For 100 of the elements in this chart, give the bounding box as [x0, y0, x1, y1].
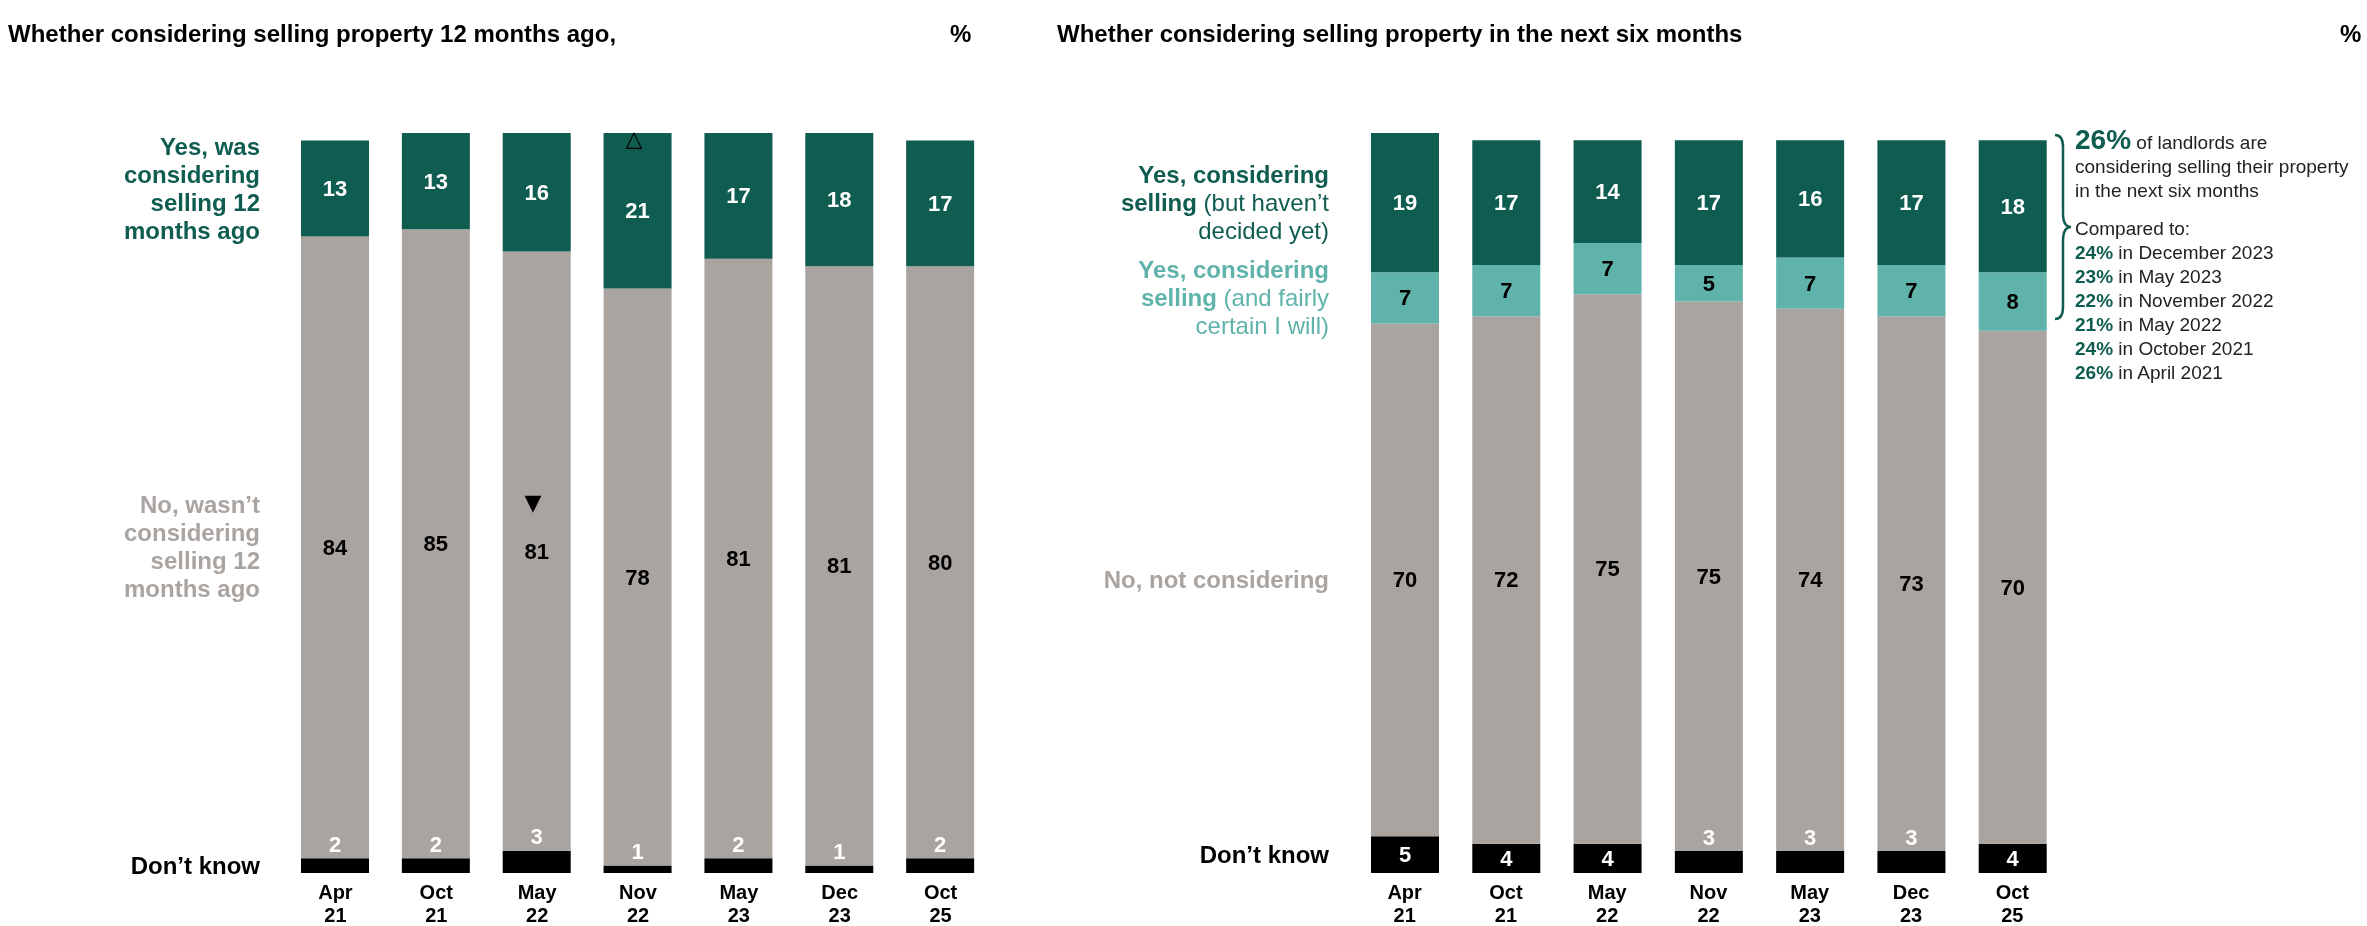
- data-label: 78: [625, 564, 650, 590]
- data-label: 70: [2000, 574, 2025, 600]
- bar: [301, 140, 369, 237]
- x-tick-label: Oct 21: [1489, 881, 1523, 926]
- data-label: 13: [423, 168, 449, 194]
- data-label: 4: [2006, 845, 2020, 871]
- bar: [1573, 843, 1642, 873]
- bar: [906, 140, 975, 267]
- bar: [1472, 843, 1541, 873]
- bar: [805, 266, 874, 866]
- bar: [1573, 294, 1642, 844]
- text: 26% in April 2021: [2075, 361, 2224, 385]
- data-label: 17: [1494, 190, 1519, 216]
- y-axis-title: %: [2340, 20, 2362, 48]
- series-label: Don’t know: [130, 851, 261, 879]
- series-label: No, not considering: [1103, 565, 1329, 593]
- chart-title: Whether considering selling property 12 months ago,: [8, 20, 617, 48]
- data-label: 80: [927, 549, 953, 575]
- data-label: 2: [328, 831, 342, 857]
- series-label: Yes, considering selling (and fairly certain I will): [1138, 255, 1329, 339]
- bar: [1371, 323, 1439, 837]
- data-label: 16: [1797, 186, 1823, 212]
- y-axis-title: %: [950, 20, 972, 48]
- bar: [1472, 140, 1541, 265]
- series-label: Yes, was considering selling 12 months ago: [123, 132, 260, 244]
- data-label: 7: [1398, 285, 1412, 311]
- bar: [1776, 257, 1845, 309]
- data-label: 7: [1601, 256, 1614, 282]
- data-label: 73: [1899, 571, 1924, 597]
- bar: [906, 266, 975, 859]
- x-tick-label: Dec 23: [821, 881, 859, 926]
- text: 23% in May 2023: [2075, 265, 2223, 289]
- bar: [704, 133, 773, 259]
- bar: [1573, 140, 1642, 243]
- x-tick-label: Nov 22: [619, 881, 658, 926]
- bar: [1371, 836, 1439, 873]
- bar: [1978, 140, 2047, 273]
- bar: [1978, 330, 2047, 844]
- bar: [1877, 264, 1946, 317]
- data-label: 17: [1696, 190, 1722, 216]
- data-label: 72: [1494, 567, 1519, 593]
- x-tick-label: May 23: [719, 881, 760, 926]
- bar: [1371, 133, 1439, 273]
- data-label: 16: [524, 179, 549, 205]
- data-label: 3: [1702, 824, 1715, 850]
- bar: [1573, 242, 1642, 295]
- data-label: 81: [827, 553, 852, 579]
- data-label: 13: [322, 176, 348, 201]
- data-label: 1: [833, 839, 846, 865]
- x-tick-label: Apr 21: [1387, 881, 1423, 926]
- bar: [1978, 843, 2047, 873]
- data-label: 3: [1905, 824, 1918, 850]
- bar: [1877, 851, 1946, 873]
- x-tick-label: Oct 21: [419, 881, 454, 926]
- chart-title: Whether considering selling property in the next six months: [1057, 20, 1743, 48]
- data-label: 7: [1804, 270, 1817, 296]
- text: 22% in November 2022: [2075, 289, 2275, 313]
- x-tick-label: Oct 25: [1995, 881, 2030, 926]
- series-label: No, wasn’t considering selling 12 months ago: [123, 491, 260, 603]
- bar: [502, 850, 571, 873]
- text: 21% in May 2022: [2075, 313, 2223, 337]
- text: 24% in October 2021: [2075, 337, 2255, 361]
- series-label: Don’t know: [1199, 840, 1330, 868]
- bar: [805, 133, 874, 267]
- bar: [401, 858, 470, 873]
- annotation: ▼: [523, 489, 543, 517]
- bar: [1674, 264, 1743, 302]
- data-label: 19: [1392, 190, 1418, 216]
- bar: [603, 133, 672, 289]
- text: Compared to:: [2075, 217, 2192, 241]
- data-label: 21: [625, 198, 650, 224]
- annotation: △: [624, 125, 644, 153]
- bar: [1371, 272, 1439, 324]
- data-label: 81: [726, 546, 751, 571]
- data-label: 18: [827, 187, 852, 213]
- bar: [1776, 308, 1845, 852]
- data-label: 70: [1392, 567, 1418, 593]
- text: 24% in December 2023: [2075, 241, 2275, 265]
- data-label: 85: [423, 531, 449, 557]
- data-label: 14: [1595, 179, 1621, 205]
- x-tick-label: Nov 22: [1689, 881, 1729, 926]
- data-label: 4: [1601, 845, 1615, 871]
- bar: [805, 865, 874, 873]
- data-label: 7: [1500, 278, 1513, 304]
- bar: [401, 133, 470, 230]
- bar: [401, 229, 470, 859]
- bar: [1472, 264, 1541, 317]
- x-tick-label: Oct 25: [923, 881, 958, 926]
- data-label: 75: [1696, 563, 1722, 589]
- data-label: 4: [1500, 845, 1514, 871]
- bar: [1776, 140, 1845, 258]
- bar: [1877, 140, 1946, 265]
- bar: [1674, 851, 1743, 873]
- x-tick-label: Apr 21: [318, 881, 353, 926]
- data-label: 74: [1797, 567, 1824, 593]
- bar: [1472, 316, 1541, 844]
- data-label: 3: [530, 824, 543, 850]
- bar: [1877, 316, 1946, 852]
- bar: [603, 288, 672, 866]
- data-label: 18: [2000, 193, 2025, 219]
